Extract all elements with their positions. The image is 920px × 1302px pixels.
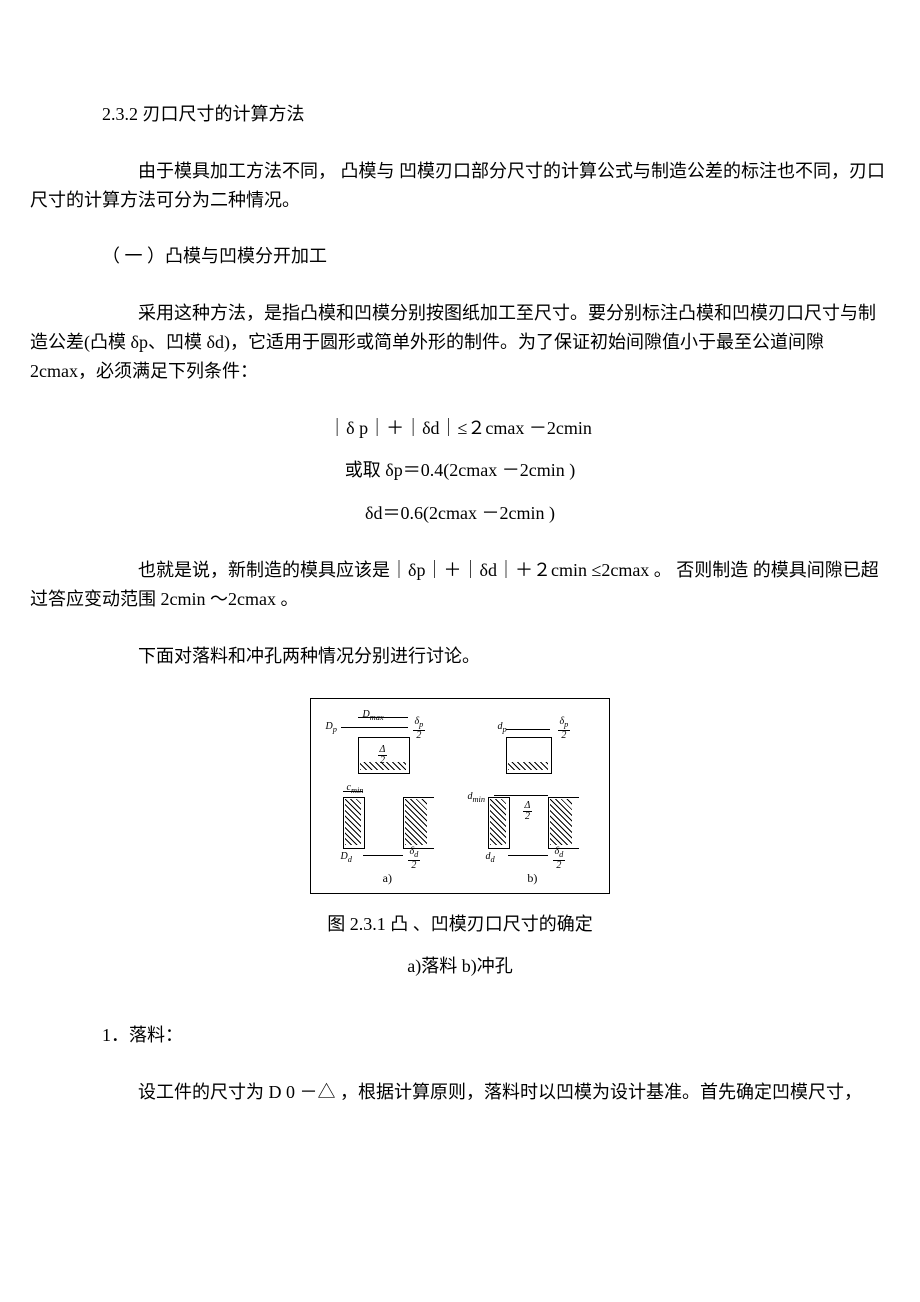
equation-3: δd＝0.6(2cmax －2cmin ) (30, 499, 890, 528)
figure-sublabels: a) b) (315, 869, 605, 888)
label-dd-b: dd (486, 849, 495, 866)
label-b: b) (527, 869, 537, 888)
label-dp-b: dp (498, 719, 507, 736)
die-b-right-hatch (550, 799, 572, 845)
equation-2: 或取 δp＝0.4(2cmax －2cmin ) (30, 456, 890, 485)
label-delta-a: Δ2 (378, 745, 388, 766)
paragraph-discuss: 下面对落料和冲孔两种情况分别进行讨论。 (30, 642, 890, 671)
punch-b-hatch (508, 762, 548, 770)
paragraph-method: 采用这种方法，是指凸模和凹模分别按图纸加工至尺寸。要分别标注凸模和凹模刃口尺寸与… (30, 299, 890, 385)
die-b-left-hatch (490, 799, 506, 845)
intro-paragraph: 由于模具加工方法不同， 凸模与 凹模刃口部分尺寸的计算公式与制造公差的标注也不同… (30, 157, 890, 215)
section-heading: 2.3.2 刃口尺寸的计算方法 (30, 100, 890, 129)
heading-number: 2.3.2 (102, 104, 138, 124)
label-cmin-a: cmin (347, 780, 364, 797)
paragraph-explain: 也就是说，新制造的模具应该是｜δp｜＋｜δd｜＋２cmin ≤2cmax 。 否… (30, 556, 890, 614)
section2-title: 1．落料： (30, 1021, 890, 1050)
label-delta-d-b: δd2 (553, 847, 566, 870)
diagram-a: Dmax Dp δp2 Δ2 cmin Dd (323, 707, 453, 867)
label-delta-d-a: δd2 (408, 847, 421, 870)
die-a-left-hatch (345, 799, 361, 845)
label-dmax: Dmax (363, 707, 384, 724)
label-dd-a: Dd (341, 849, 352, 866)
subsection-title: （ 一 ）凸模与凹模分开加工 (30, 242, 890, 271)
label-delta-b: Δ2 (523, 801, 533, 822)
document-page: 2.3.2 刃口尺寸的计算方法 由于模具加工方法不同， 凸模与 凹模刃口部分尺寸… (0, 0, 920, 1302)
die-a-right-hatch (405, 799, 427, 845)
diagram-b: dp δp2 dmin Δ2 dd δd2 (468, 707, 598, 867)
label-dp: Dp (326, 719, 337, 736)
label-dmin: dmin (468, 789, 486, 806)
heading-title: 刃口尺寸的计算方法 (143, 104, 305, 124)
figure-container: Dmax Dp δp2 Δ2 cmin Dd (310, 698, 610, 893)
label-a: a) (383, 869, 392, 888)
section2-paragraph: 设工件的尺寸为 D 0 －△ ，根据计算原则，落料时以凹模为设计基准。首先确定凹… (30, 1078, 890, 1107)
label-delta-p-b: δp2 (558, 717, 571, 740)
label-delta-p-a: δp2 (413, 717, 426, 740)
equation-1: ｜δ p｜＋｜δd｜≤２cmax －2cmin (30, 414, 890, 443)
figure-subcaption: a)落料 b)冲孔 (30, 952, 890, 981)
figure-row: Dmax Dp δp2 Δ2 cmin Dd (315, 707, 605, 867)
figure-caption: 图 2.3.1 凸 、凹模刃口尺寸的确定 (30, 910, 890, 939)
